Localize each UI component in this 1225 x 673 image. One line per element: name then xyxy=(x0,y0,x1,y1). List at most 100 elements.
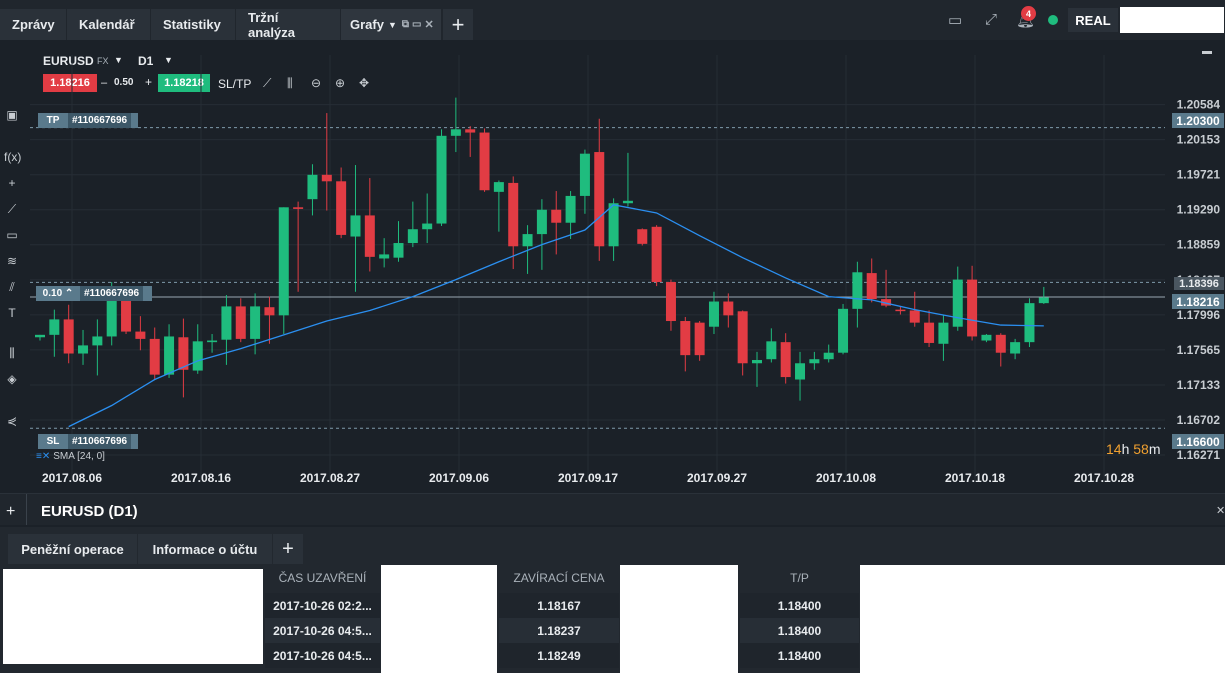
window-icon[interactable]: ▭ xyxy=(412,19,422,30)
candle-body xyxy=(565,195,576,223)
sell-price-button[interactable]: 1.18216 xyxy=(43,74,97,92)
shape-tool-icon[interactable]: ▭ xyxy=(6,228,18,242)
panel-title: EURUSD (D1) xyxy=(41,503,138,520)
y-tick-label: 1.16271 xyxy=(1177,448,1221,462)
line-chart-icon[interactable]: ⟋ xyxy=(263,76,272,90)
fibonacci-tool-icon[interactable]: ≋ xyxy=(6,254,18,268)
column-header-tp[interactable]: T/P xyxy=(790,571,809,585)
text-tool-icon[interactable]: T xyxy=(8,306,16,320)
chevron-down-icon[interactable]: ▼ xyxy=(164,55,173,65)
tab-penezni-operace[interactable]: Peněžní operace xyxy=(8,534,137,564)
candle-body xyxy=(809,359,820,364)
tab-kalendar[interactable]: Kalendář xyxy=(67,9,150,40)
line-tool-icon[interactable]: ⟋ xyxy=(7,202,17,216)
zoom-in-icon[interactable]: ⊕ xyxy=(335,76,346,90)
tab-zpravy[interactable]: Zprávy xyxy=(0,9,66,40)
plus-icon[interactable]: + xyxy=(145,75,153,89)
account-info-redacted xyxy=(1120,7,1224,33)
candle-body xyxy=(522,234,533,247)
share-icon[interactable]: ⋞ xyxy=(6,414,18,428)
symbol-label[interactable]: EURUSD xyxy=(43,54,94,68)
function-tool-icon[interactable]: f(x) xyxy=(4,150,22,164)
timeframe-label[interactable]: D1 xyxy=(138,54,154,68)
close-icon[interactable]: ✕ xyxy=(424,19,434,31)
candle-body xyxy=(866,273,877,300)
tp-order-tag[interactable]: TP #110667696 xyxy=(38,113,138,128)
candle-body xyxy=(235,306,246,339)
rectangle-tool-icon[interactable]: ▣ xyxy=(6,108,18,122)
candle-body xyxy=(35,334,45,338)
x-tick-label: 2017.09.06 xyxy=(429,471,489,485)
plus-icon: + xyxy=(282,537,294,560)
tab-trzni-analyza[interactable]: Tržní analýza xyxy=(236,9,340,40)
sma-indicator-label[interactable]: ≡✕ SMA [24, 0] xyxy=(36,451,105,462)
candle-body xyxy=(723,301,734,316)
account-mode-badge[interactable]: REAL xyxy=(1068,8,1118,32)
minus-icon[interactable]: – xyxy=(101,77,108,89)
table-cell-close-price: 1.18249 xyxy=(499,643,619,668)
channel-tool-icon[interactable]: ⫽ xyxy=(9,280,15,294)
column-header-close-time[interactable]: ČAS UZAVŘENÍ xyxy=(278,571,367,585)
chevron-down-icon[interactable]: ▼ xyxy=(387,19,397,30)
sl-price-tag: 1.16600 xyxy=(1172,434,1224,449)
tab-label: Peněžní operace xyxy=(21,541,124,557)
window-icon[interactable]: ▬ xyxy=(1202,46,1212,57)
x-tick-label: 2017.08.06 xyxy=(42,471,102,485)
candle-body xyxy=(336,181,347,235)
candles-icon[interactable]: ⫼ xyxy=(287,76,293,90)
candlestick-chart[interactable]: 1.205841.201531.197211.192901.188591.184… xyxy=(0,40,1225,493)
candle-body xyxy=(49,319,60,335)
tab-grafy[interactable]: Grafy ▼ ⧉ ▭ ✕ xyxy=(341,9,441,40)
fullscreen-icon[interactable]: ⤢ xyxy=(985,11,998,28)
column-header-close-price[interactable]: ZAVÍRACÍ CENA xyxy=(513,571,605,585)
candle-body xyxy=(508,182,519,247)
crosshair-icon[interactable]: ✥ xyxy=(359,76,370,90)
candle-body xyxy=(164,336,175,375)
layout-icon[interactable]: ▭ xyxy=(948,12,963,29)
candle-body xyxy=(493,182,504,192)
position-order-tag[interactable]: 0.10 ⌃ #110667696 xyxy=(36,286,152,301)
indicator-settings-icon[interactable]: ≡✕ xyxy=(36,451,51,462)
tab-informace-o-uctu[interactable]: Informace o účtu xyxy=(138,534,272,564)
candle-body xyxy=(938,322,949,344)
candle-body xyxy=(924,322,935,343)
external-icon[interactable]: ⧉ xyxy=(401,19,410,30)
y-tick-label: 1.16702 xyxy=(1177,413,1221,427)
candle-body xyxy=(637,229,648,244)
add-panel-tab-button[interactable]: + xyxy=(273,534,303,564)
table-cell-tp: 1.18400 xyxy=(740,643,859,668)
candle-body xyxy=(436,135,447,224)
candle-body xyxy=(63,319,74,354)
chevron-down-icon[interactable]: ▼ xyxy=(114,55,123,65)
candle-body xyxy=(465,129,476,133)
candle-body xyxy=(364,215,375,257)
buy-price-button[interactable]: 1.18218 xyxy=(158,74,210,92)
tp-order-id: #110667696 xyxy=(68,113,132,128)
layers-icon[interactable]: ◈ xyxy=(7,372,17,386)
x-tick-label: 2017.08.27 xyxy=(300,471,360,485)
candle-body xyxy=(795,363,806,380)
candle-body xyxy=(838,308,849,353)
sl-order-id: #110667696 xyxy=(68,434,132,449)
table-cell-close-price: 1.18237 xyxy=(499,618,619,643)
candle-body xyxy=(1024,303,1035,343)
candle-body xyxy=(321,174,332,182)
x-tick-label: 2017.09.27 xyxy=(687,471,747,485)
candle-body xyxy=(952,279,963,327)
indicator-tool-icon[interactable]: ⫼ xyxy=(9,346,15,360)
close-icon[interactable]: ✕ xyxy=(1216,505,1225,517)
top-bar: Zprávy Kalendář Statistiky Tržní analýza… xyxy=(0,0,1225,40)
crosshair-tool-icon[interactable]: + xyxy=(8,176,16,190)
minutes-unit: m xyxy=(1148,441,1161,457)
sl-order-tag[interactable]: SL #110667696 xyxy=(38,434,138,449)
candle-body xyxy=(694,322,705,356)
candle-body xyxy=(450,129,461,136)
candle-body xyxy=(665,282,676,322)
plus-icon[interactable]: + xyxy=(6,503,16,520)
add-tab-button[interactable]: + xyxy=(443,9,473,40)
current-price-tag: 1.18216 xyxy=(1172,294,1224,309)
sltp-button[interactable]: SL/TP xyxy=(218,77,252,91)
y-tick-label: 1.18859 xyxy=(1177,238,1221,252)
tab-statistiky[interactable]: Statistiky xyxy=(151,9,235,40)
zoom-out-icon[interactable]: ⊖ xyxy=(311,76,322,90)
